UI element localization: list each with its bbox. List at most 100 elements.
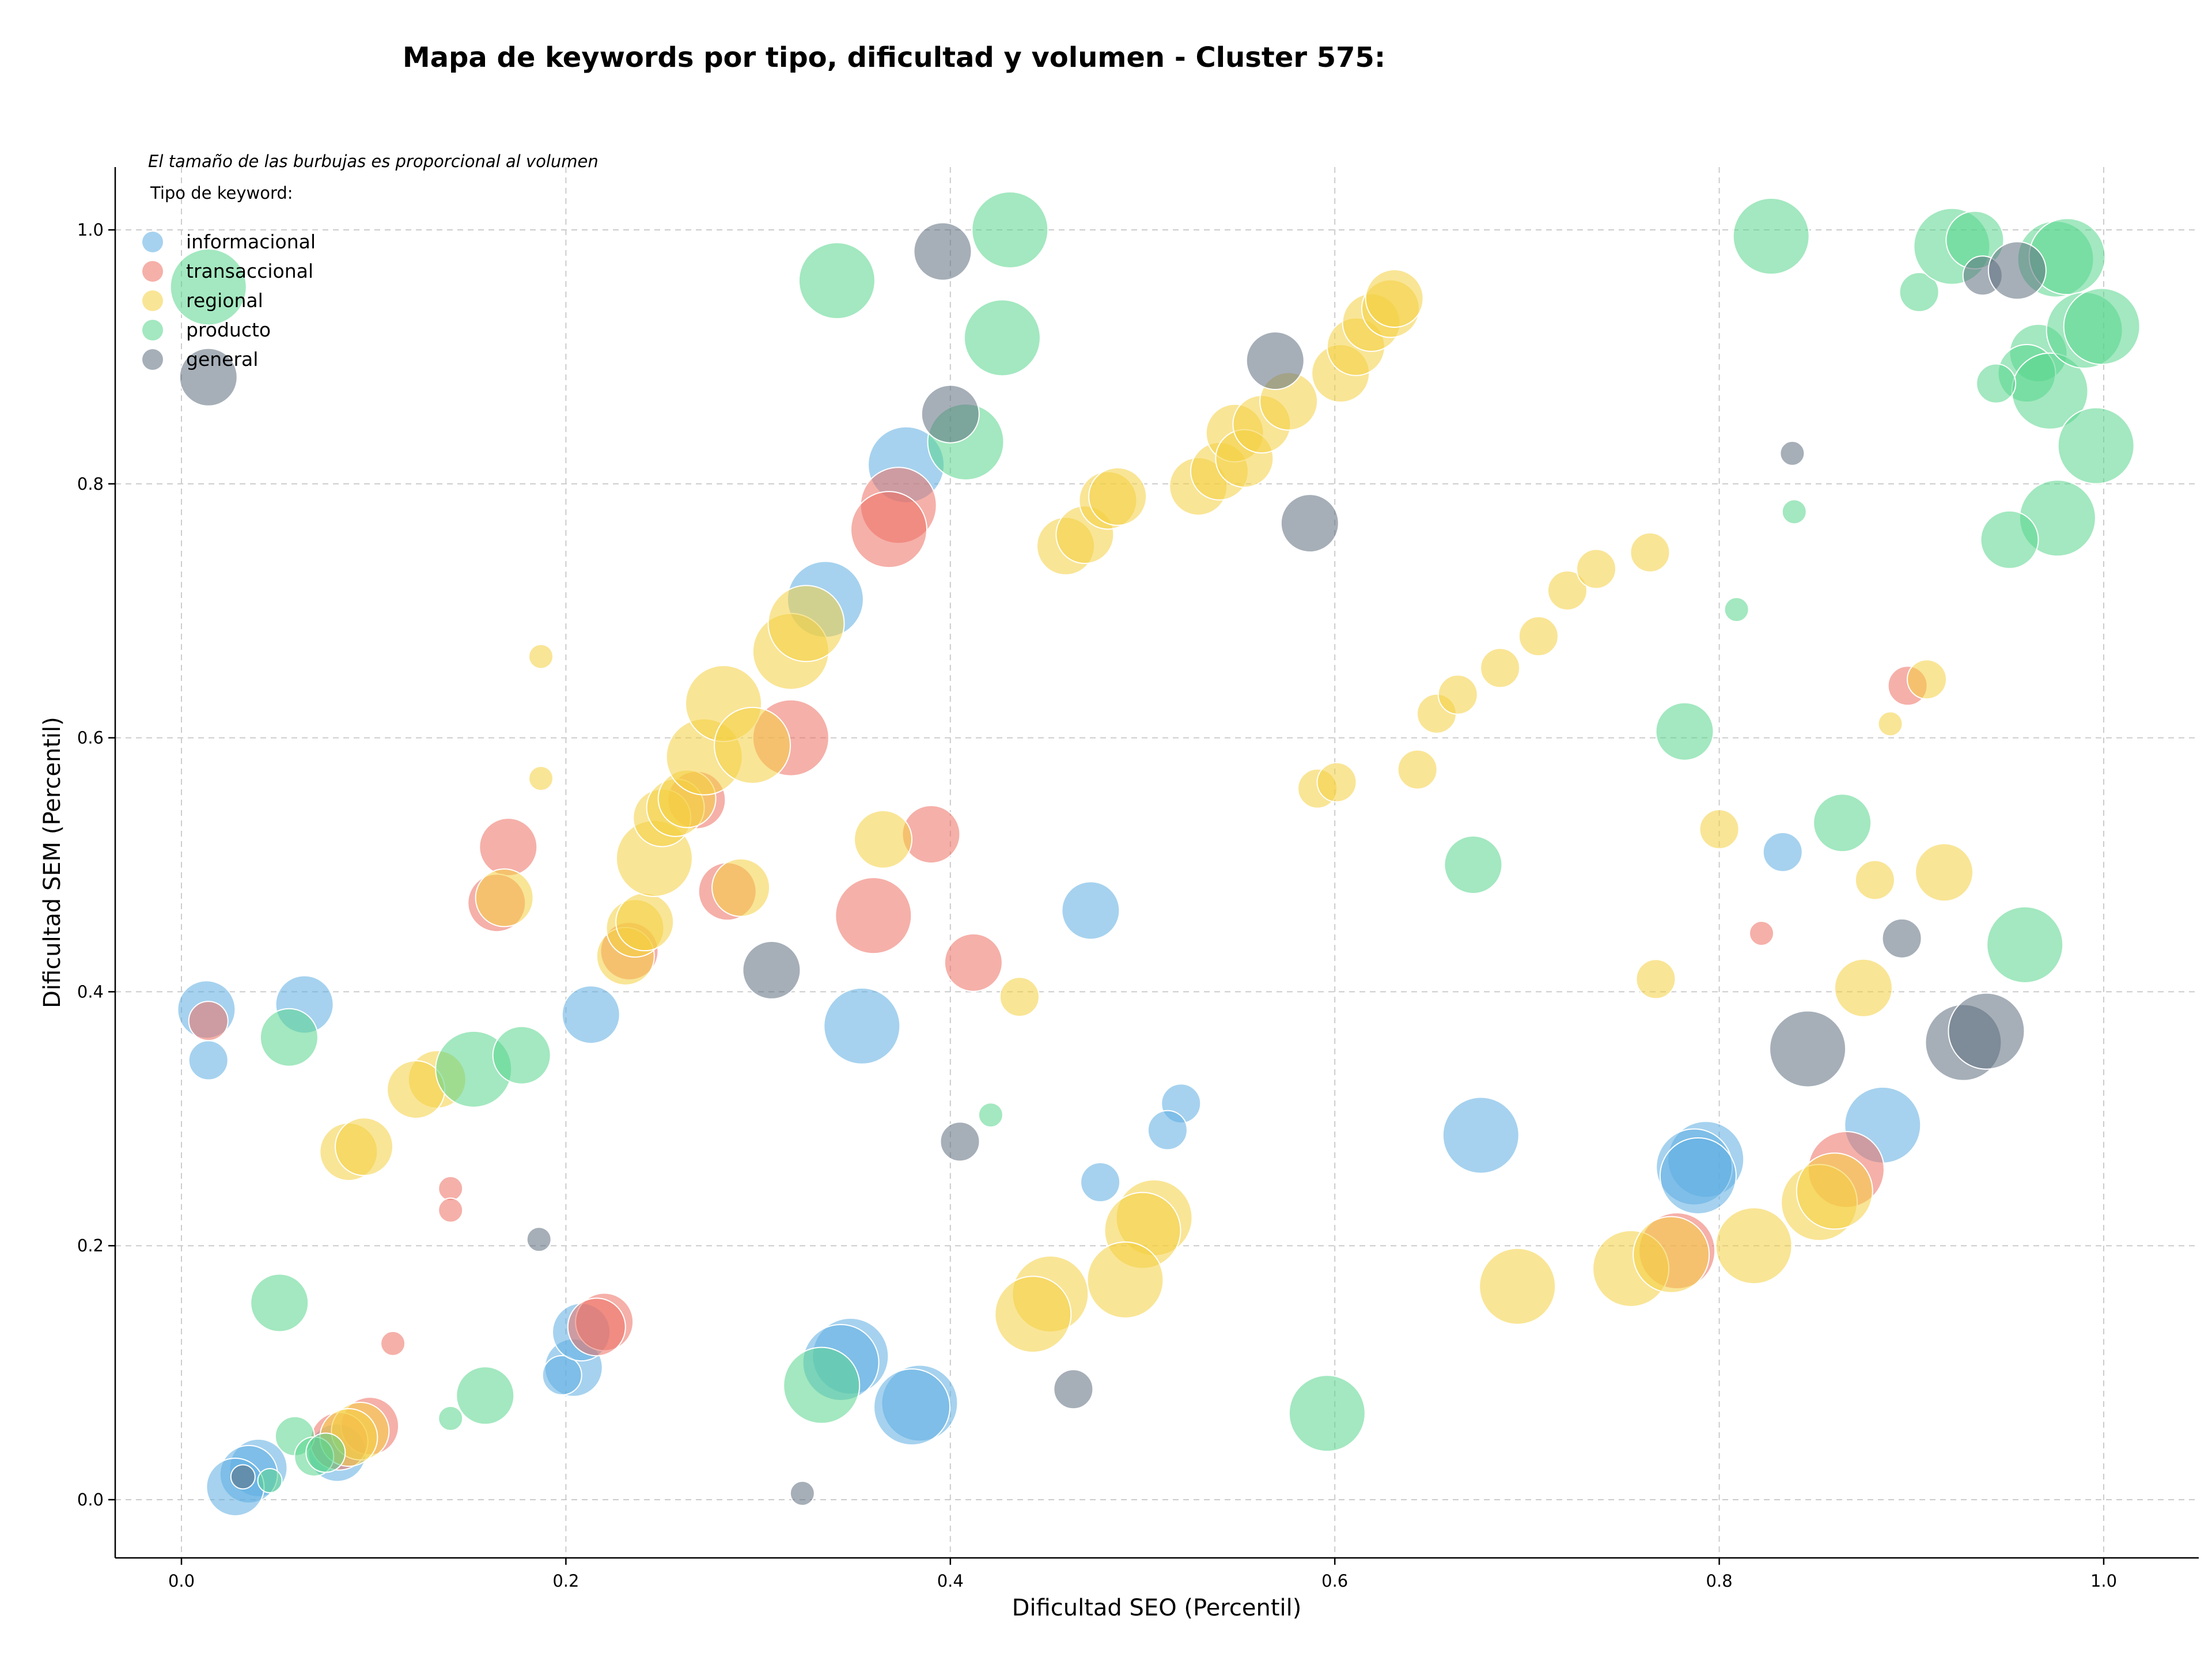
bubble-producto xyxy=(438,1405,464,1431)
bubble-regional xyxy=(1877,711,1903,737)
bubble-general xyxy=(940,1121,980,1162)
y-tick-label: 0.0 xyxy=(77,1490,104,1509)
y-tick-label: 0.8 xyxy=(77,474,104,494)
bubble-regional xyxy=(1518,616,1559,657)
x-tick-label: 0.8 xyxy=(1706,1571,1733,1591)
bubble-general xyxy=(230,1464,256,1490)
bubble-regional xyxy=(1635,959,1676,1000)
bubble-transaccional xyxy=(479,818,538,877)
bubble-regional xyxy=(1397,749,1438,790)
bubble-general xyxy=(1053,1369,1094,1410)
bubble-transaccional xyxy=(567,1297,626,1357)
legend-label-producto: producto xyxy=(186,319,271,341)
bubble-informacional xyxy=(1442,1096,1520,1174)
bubble-transaccional xyxy=(944,933,1003,992)
plot-area xyxy=(169,191,2141,1516)
bubble-general xyxy=(921,384,980,444)
bubble-regional xyxy=(1480,648,1521,688)
bubble-regional xyxy=(1316,762,1357,803)
x-tick-label: 0.4 xyxy=(937,1571,964,1591)
grid xyxy=(115,167,2199,1558)
y-axis-ticks: 0.0 0.2 0.4 0.6 0.8 1.0 xyxy=(77,220,115,1509)
bubble-producto xyxy=(1813,793,1872,853)
bubble-producto xyxy=(1986,906,2064,983)
bubble-regional xyxy=(1633,1216,1710,1293)
bubble-regional xyxy=(1915,843,1974,902)
bubble-informacional xyxy=(1147,1110,1188,1151)
bubble-informacional xyxy=(1762,831,1803,872)
bubble-general xyxy=(789,1480,815,1506)
legend-marker-transaccional xyxy=(142,261,163,282)
bubble-transaccional xyxy=(380,1330,406,1356)
bubble-regional xyxy=(528,766,554,792)
bubble-regional xyxy=(475,868,534,928)
bubble-general xyxy=(1987,241,2047,300)
bubble-regional xyxy=(1906,659,1947,700)
y-tick-label: 0.2 xyxy=(77,1236,104,1255)
bubble-regional xyxy=(335,1117,394,1176)
bubble-informacional xyxy=(1080,1162,1121,1202)
bubble-general xyxy=(1779,440,1805,466)
bubble-general xyxy=(179,347,238,407)
bubble-producto xyxy=(2063,287,2141,365)
bubble-transaccional xyxy=(850,491,928,569)
bubble-producto xyxy=(257,1467,283,1493)
series-regional xyxy=(319,269,1974,1467)
y-axis-label: Dificultad SEM (Percentil) xyxy=(39,717,66,1008)
bubble-informacional xyxy=(823,987,901,1065)
y-tick-label: 1.0 xyxy=(77,220,104,240)
bubble-regional xyxy=(615,892,675,952)
bubble-producto xyxy=(1899,271,1940,312)
bubble-informacional xyxy=(541,1355,582,1396)
bubble-informacional xyxy=(1061,881,1120,940)
bubble-informacional xyxy=(561,985,620,1045)
bubble-producto xyxy=(1655,702,1714,761)
bubble-producto xyxy=(783,1346,861,1424)
legend-note: El tamaño de las burbujas es proporciona… xyxy=(148,152,599,171)
legend-label-informacional: informacional xyxy=(186,230,316,253)
bubble-producto xyxy=(492,1026,551,1085)
bubble-producto xyxy=(798,242,876,320)
bubble-producto xyxy=(1444,835,1503,894)
legend: El tamaño de las burbujas es proporciona… xyxy=(142,152,599,370)
bubble-regional xyxy=(1630,532,1671,573)
y-tick-label: 0.4 xyxy=(77,982,104,1001)
bubble-regional xyxy=(1365,269,1424,328)
bubble-general xyxy=(742,940,801,1000)
bubble-general xyxy=(1769,1010,1847,1088)
bubble-transaccional xyxy=(438,1197,464,1223)
legend-label-regional: regional xyxy=(186,289,263,312)
bubble-producto xyxy=(1976,363,2017,404)
bubble-regional xyxy=(1576,548,1617,589)
bubble-producto xyxy=(963,299,1041,377)
bubble-general xyxy=(1881,918,1922,959)
bubble-producto xyxy=(1980,510,2039,569)
bubble-producto xyxy=(1732,198,1810,275)
axes xyxy=(114,167,2199,1559)
bubble-informacional xyxy=(873,1368,951,1446)
bubble-producto xyxy=(259,1008,319,1067)
bubble-regional xyxy=(711,858,771,917)
bubble-regional xyxy=(1086,1241,1164,1319)
bubble-general xyxy=(1245,331,1305,391)
bubble-general xyxy=(1948,992,2025,1070)
bubble-regional xyxy=(1479,1247,1556,1325)
x-tick-label: 1.0 xyxy=(2090,1571,2117,1591)
bubble-producto xyxy=(971,191,1049,268)
bubble-regional xyxy=(528,644,554,669)
bubble-regional xyxy=(1437,674,1478,715)
bubble-producto xyxy=(2057,407,2135,485)
bubble-regional xyxy=(1547,570,1588,611)
bubble-regional xyxy=(1088,467,1147,526)
bubble-transaccional xyxy=(1749,921,1775,947)
legend-marker-informacional xyxy=(142,232,163,252)
bubble-regional xyxy=(714,706,791,784)
x-tick-label: 0.6 xyxy=(1321,1571,1348,1591)
bubble-producto xyxy=(1781,499,1807,525)
x-tick-label: 0.2 xyxy=(552,1571,579,1591)
bubble-regional xyxy=(1854,860,1895,901)
y-tick-label: 0.6 xyxy=(77,728,104,748)
bubble-regional xyxy=(854,809,913,869)
bubble-regional xyxy=(767,585,845,663)
